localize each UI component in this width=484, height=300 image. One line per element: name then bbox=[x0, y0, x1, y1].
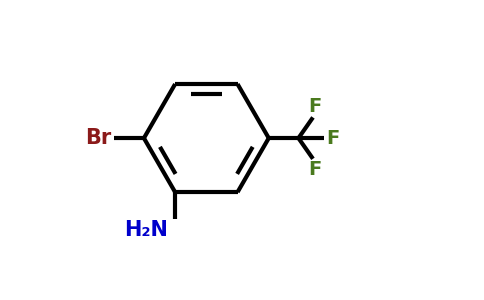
Text: Br: Br bbox=[86, 128, 112, 148]
Text: H₂N: H₂N bbox=[124, 220, 167, 240]
Text: F: F bbox=[308, 97, 321, 116]
Text: F: F bbox=[326, 129, 339, 148]
Text: F: F bbox=[308, 160, 321, 179]
